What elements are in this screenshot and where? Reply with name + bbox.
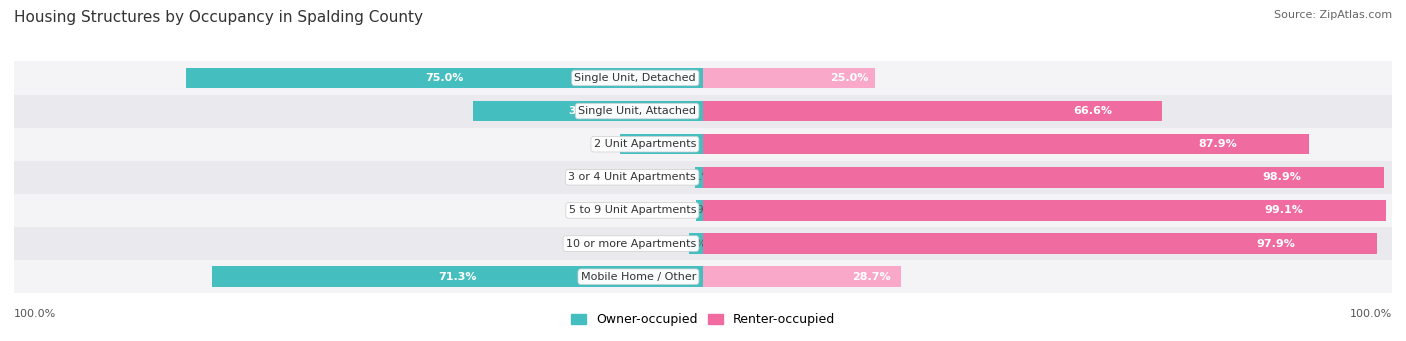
- Bar: [186, 68, 703, 88]
- Text: 33.4%: 33.4%: [568, 106, 607, 116]
- Bar: [703, 94, 1392, 128]
- Bar: [14, 227, 703, 260]
- Bar: [14, 194, 703, 227]
- Bar: [703, 128, 1392, 161]
- Text: Single Unit, Attached: Single Unit, Attached: [578, 106, 696, 116]
- Text: 66.6%: 66.6%: [1074, 106, 1112, 116]
- Bar: [703, 61, 1392, 94]
- Bar: [703, 233, 1378, 254]
- Text: 99.1%: 99.1%: [1264, 205, 1303, 216]
- Text: 75.0%: 75.0%: [426, 73, 464, 83]
- Text: 100.0%: 100.0%: [14, 309, 56, 319]
- Bar: [14, 161, 703, 194]
- Text: 5 to 9 Unit Apartments: 5 to 9 Unit Apartments: [568, 205, 696, 216]
- Bar: [620, 134, 703, 154]
- Bar: [696, 200, 703, 221]
- Bar: [703, 161, 1392, 194]
- Text: 28.7%: 28.7%: [852, 272, 890, 282]
- Bar: [703, 167, 1385, 188]
- Bar: [14, 260, 703, 293]
- Bar: [14, 94, 703, 128]
- Legend: Owner-occupied, Renter-occupied: Owner-occupied, Renter-occupied: [567, 308, 839, 331]
- Bar: [472, 101, 703, 121]
- Text: Source: ZipAtlas.com: Source: ZipAtlas.com: [1274, 10, 1392, 20]
- Bar: [703, 194, 1392, 227]
- Bar: [212, 266, 703, 287]
- Text: Mobile Home / Other: Mobile Home / Other: [581, 272, 696, 282]
- Text: 71.3%: 71.3%: [439, 272, 477, 282]
- Bar: [703, 134, 1309, 154]
- Text: 25.0%: 25.0%: [830, 73, 869, 83]
- Text: 2.1%: 2.1%: [678, 239, 707, 249]
- Text: 10 or more Apartments: 10 or more Apartments: [565, 239, 696, 249]
- Bar: [14, 128, 703, 161]
- Bar: [14, 61, 703, 94]
- Bar: [703, 227, 1392, 260]
- Text: 12.1%: 12.1%: [643, 139, 681, 149]
- Bar: [703, 101, 1161, 121]
- Text: 87.9%: 87.9%: [1198, 139, 1237, 149]
- Text: 3 or 4 Unit Apartments: 3 or 4 Unit Apartments: [568, 172, 696, 182]
- Bar: [703, 260, 1392, 293]
- Text: 100.0%: 100.0%: [1350, 309, 1392, 319]
- Bar: [689, 233, 703, 254]
- Bar: [703, 266, 901, 287]
- Text: 97.9%: 97.9%: [1257, 239, 1296, 249]
- Bar: [703, 200, 1386, 221]
- Bar: [696, 167, 703, 188]
- Text: 1.1%: 1.1%: [685, 172, 713, 182]
- Text: 2 Unit Apartments: 2 Unit Apartments: [593, 139, 696, 149]
- Text: Single Unit, Detached: Single Unit, Detached: [575, 73, 696, 83]
- Text: 0.95%: 0.95%: [686, 205, 721, 216]
- Text: Housing Structures by Occupancy in Spalding County: Housing Structures by Occupancy in Spald…: [14, 10, 423, 25]
- Bar: [703, 68, 875, 88]
- Text: 98.9%: 98.9%: [1263, 172, 1302, 182]
